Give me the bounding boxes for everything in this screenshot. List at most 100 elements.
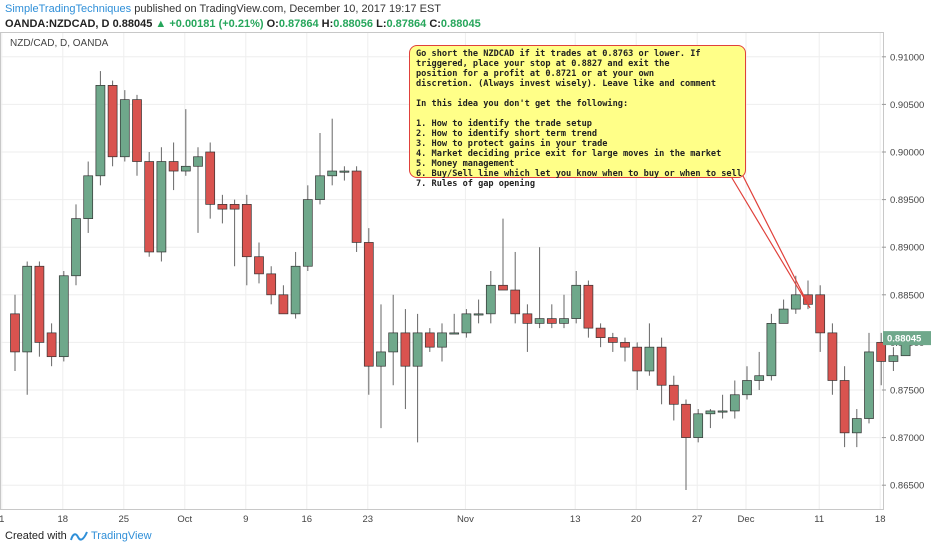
candle-body [241,204,252,258]
candle-body [510,289,521,315]
candle-body [376,351,386,367]
idea-note-callout: Go short the NZDCAD if it trades at 0.87… [409,45,746,189]
x-tick-label: 20 [631,514,642,525]
candle-body [583,284,594,329]
y-tick-label: 0.90500 [890,100,924,111]
candle-body [498,284,508,291]
candle-body [668,384,679,405]
x-tick-label: 23 [363,514,374,525]
last-price-badge [883,331,931,346]
candle-body [729,394,740,412]
candle-body [205,151,216,205]
footer: Created with TradingView [0,525,932,550]
x-tick-label: 13 [570,514,581,525]
x-tick-label: Oct [177,514,192,525]
close-value: 0.88045 [440,18,481,30]
note-line: 4. Market deciding price exit for large … [416,149,722,159]
x-tick-label: Nov [457,514,474,525]
y-tick-label: 0.89500 [890,195,924,206]
candle-body [522,313,533,324]
y-tick-label: 0.86500 [890,481,924,492]
candle-body [766,323,777,377]
y-tick-label: 0.88500 [890,290,924,301]
candle-body [58,275,69,358]
callout-pointer [731,171,811,309]
candle-body [46,332,57,358]
open-label: O: [266,18,279,30]
note-line: 3. How to protect gains in your trade [416,139,608,149]
x-tick-label: 18 [875,514,886,525]
note-line: triggered, place your stop at 0.8827 and… [416,59,670,69]
candle-body [327,170,338,177]
note-line: position for a profit at 0.8721 or at yo… [416,69,654,79]
candle-body [34,265,45,343]
candle-body [193,156,203,167]
candle-body [815,294,826,334]
candle-body [876,342,887,362]
last-price-badge-label: 0.88045 [887,334,922,345]
candle-body [119,99,130,158]
published-text: published on TradingView.com, December 1… [134,3,441,15]
low-label: L: [376,18,387,30]
high-label: H: [321,18,334,30]
y-tick-label: 0.87000 [890,433,924,444]
x-tick-label: 1 [0,514,4,525]
symbol-label: OANDA:NZDCAD, D [5,18,110,30]
candle-body [156,161,167,253]
candle-body [632,346,643,372]
candle-body [290,265,301,315]
note-line: discretion. (Always invest wisely). Leav… [416,79,717,89]
candle-body [400,332,411,367]
tradingview-logo-icon [70,531,88,541]
note-line: In this idea you don't get the following… [416,99,629,109]
note-line: 7. Rules of gap opening [416,179,535,189]
candle-body [851,418,862,434]
candle-body [10,313,20,353]
candle-body [229,204,240,210]
candle-body [485,284,496,315]
candle-body [717,410,728,413]
candle-body [83,175,94,219]
candle-body [132,99,142,162]
candle-body [449,332,460,335]
y-tick-label: 0.90000 [890,148,924,159]
candle-body [254,256,264,275]
candle-body [351,170,362,243]
x-tick-label: Dec [738,514,755,525]
candle-body [705,410,716,415]
y-tick-label: 0.89000 [890,243,924,254]
low-value: 0.87864 [386,18,427,30]
last-price: 0.88045 [112,18,153,30]
quote-line: OANDA:NZDCAD, D 0.88045 ▲ +0.00181 (+0.2… [5,18,481,30]
candle-body [790,294,801,310]
candle-body [363,242,374,367]
candle-body [388,332,399,353]
candle-body [339,170,350,173]
candle-body [839,380,850,434]
price-change: +0.00181 (+0.21%) [169,18,264,30]
candle-body [461,313,472,334]
candle-body [144,161,155,253]
note-spacer [416,89,739,99]
candle-body [22,265,33,353]
publication-header: SimpleTradingTechniques published on Tra… [0,0,932,32]
note-line: 5. Money management [416,159,515,169]
candle-body [742,380,752,396]
candle-body [681,403,691,438]
x-tick-label: 18 [58,514,69,525]
open-value: 0.87864 [278,18,319,30]
x-tick-label: 11 [814,514,824,525]
y-tick-label: 0.91000 [890,52,924,63]
candle-body [315,175,325,200]
candle-body [693,413,704,438]
x-tick-label: 16 [302,514,313,525]
candle-body [595,327,606,338]
author-link[interactable]: SimpleTradingTechniques [5,3,132,15]
candle-body [71,218,81,277]
tradingview-brand[interactable]: TradingView [91,530,152,542]
close-label: C: [429,18,441,30]
x-tick-label: 27 [692,514,703,525]
high-value: 0.88056 [333,18,374,30]
x-tick-label: 25 [119,514,130,525]
note-line: 6. Buy/Sell line which let you know when… [416,169,742,179]
